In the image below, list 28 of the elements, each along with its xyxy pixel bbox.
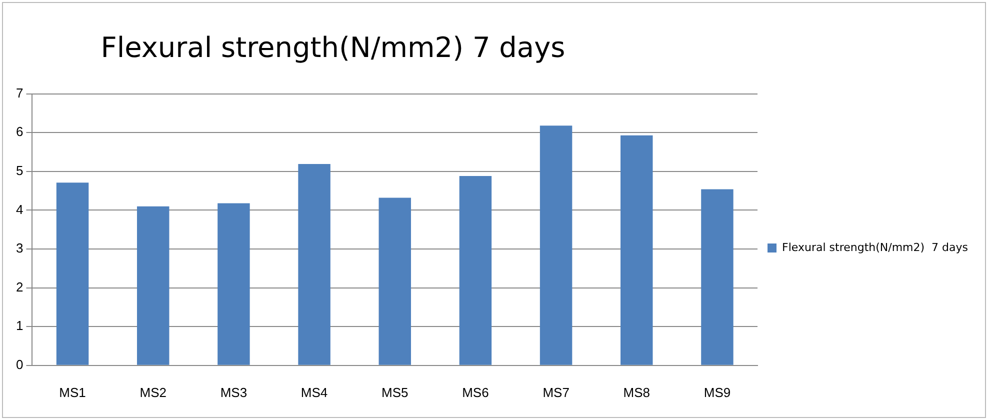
x-tick-label: MS6 — [462, 384, 489, 400]
y-tick-label: 5 — [16, 162, 24, 178]
chart-title: Flexural strength(N/mm2) 7 days — [100, 31, 566, 64]
bar — [701, 189, 734, 365]
y-tick-label: 7 — [16, 85, 24, 100]
bar — [540, 126, 572, 365]
bar — [620, 135, 653, 365]
y-tick-label: 6 — [16, 124, 24, 140]
y-tick-label: 1 — [16, 318, 24, 334]
y-tick-label: 4 — [16, 202, 24, 217]
x-tick-label: MS9 — [704, 384, 731, 400]
x-tick-label: MS3 — [220, 384, 248, 400]
bar — [378, 198, 411, 365]
bar — [218, 203, 250, 365]
legend-label: Flexural strength(N/mm2) 7 days — [782, 240, 968, 254]
x-tick-label: MS5 — [382, 384, 408, 400]
x-tick-label: MS2 — [140, 384, 166, 400]
bar — [56, 182, 89, 365]
y-tick-label: 2 — [16, 279, 24, 294]
y-tick-label: 3 — [16, 240, 24, 256]
x-tick-label: MS7 — [542, 384, 570, 400]
bar — [136, 206, 170, 365]
y-tick-label: 0 — [16, 356, 24, 372]
x-tick-label: MS1 — [59, 384, 86, 400]
bar — [459, 176, 492, 365]
x-tick-label: MS8 — [623, 384, 650, 400]
bar — [298, 164, 330, 365]
x-tick-label: MS4 — [300, 384, 328, 400]
